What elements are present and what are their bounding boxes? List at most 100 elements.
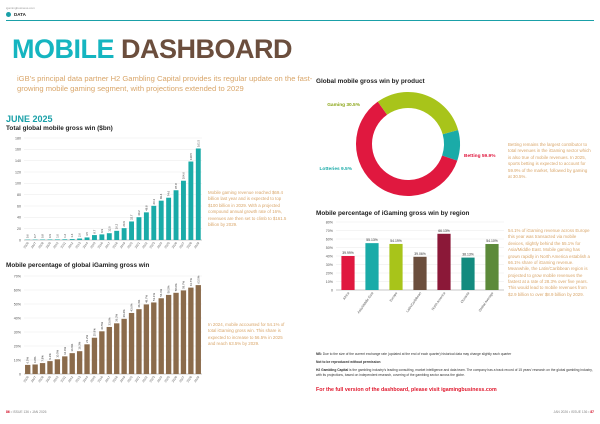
- chart2-title: Mobile percentage of global iGaming gros…: [6, 262, 150, 269]
- x-tick-label: 2008: [37, 241, 44, 249]
- y-tick-label: 50%: [14, 302, 22, 306]
- y-tick-label: 60: [17, 204, 21, 208]
- data-label: 16.3%: [78, 341, 82, 349]
- x-tick-label: 2019: [119, 241, 126, 249]
- bar: [166, 197, 172, 240]
- x-tick-label: 2023: [149, 241, 156, 249]
- data-label: 0.6: [26, 234, 30, 238]
- data-label: 49.7%: [144, 294, 148, 302]
- x-tick-label: 2017: [104, 241, 111, 249]
- bar: [188, 287, 194, 374]
- x-tick-label: 2028: [186, 375, 193, 383]
- y-tick-label: 30%: [326, 263, 334, 267]
- y-tick-label: 50%: [326, 246, 334, 250]
- bar: [47, 361, 53, 374]
- bar: [106, 233, 112, 240]
- bar: [39, 363, 46, 374]
- x-tick-label: 2015: [89, 375, 96, 383]
- bar: [485, 244, 499, 290]
- bar: [151, 205, 157, 240]
- bar: [114, 230, 120, 240]
- data-label: 66.13%: [438, 229, 450, 233]
- bar: [54, 239, 60, 240]
- x-tick-label: 2006: [22, 375, 29, 383]
- x-tick-label: 2013: [74, 375, 81, 383]
- x-tick-label: 2024: [156, 241, 163, 249]
- donut-note: Betting remains the largest contributor …: [508, 142, 591, 179]
- data-label: 87.8: [174, 183, 178, 189]
- x-tick-label: 2010: [52, 241, 59, 249]
- bar: [173, 190, 179, 240]
- data-label: 58.0%: [174, 283, 178, 291]
- data-label: 55.13%: [366, 238, 378, 242]
- x-tick-label: 2009: [45, 241, 52, 249]
- data-label: 40.2: [137, 210, 141, 216]
- data-label: 39.99%: [342, 251, 354, 255]
- slice-label: Lotteries 9.5%: [319, 166, 352, 172]
- x-tick-label: North America: [431, 291, 447, 311]
- bar: [76, 351, 83, 374]
- x-tick-label: 2026: [171, 375, 178, 383]
- data-label: 38.13%: [462, 253, 474, 257]
- header-divider: [6, 20, 594, 21]
- data-label: 63.5%: [196, 275, 200, 283]
- y-tick-label: 30%: [14, 330, 22, 334]
- x-tick-label: 2018: [111, 241, 118, 249]
- data-label: 138.5: [189, 153, 193, 160]
- bar: [69, 353, 75, 374]
- bar: [114, 323, 120, 374]
- x-tick-label: 2009: [45, 375, 52, 383]
- bar: [62, 356, 68, 374]
- section-label: DATA: [14, 12, 26, 17]
- footer-right-page: 87: [590, 410, 594, 414]
- data-label: 16.2: [115, 223, 119, 229]
- x-tick-label: Global Average: [478, 291, 495, 312]
- x-tick-label: Europe: [389, 291, 399, 302]
- x-tick-label: Africa: [342, 291, 350, 300]
- x-tick-label: 2008: [37, 375, 44, 383]
- data-label: 69.4: [159, 193, 163, 199]
- data-label: 9.9: [100, 229, 104, 233]
- footer-right: JAN 2026 • ISSUE 136 • 87: [554, 410, 594, 414]
- data-label: 8.7: [92, 229, 96, 233]
- x-tick-label: 2023: [149, 375, 156, 383]
- chart1-note: Mobile gaming revenue reached $69.4 bill…: [208, 190, 287, 227]
- bar: [99, 331, 105, 374]
- bar: [413, 256, 427, 290]
- gross-win-bar-chart: 0 20 40 60 80 100 120 140 160 180 0.6 2006 0.7 2007 0.…: [15, 136, 202, 249]
- bar: [195, 285, 201, 374]
- bar: [188, 161, 194, 240]
- bar: [129, 221, 134, 240]
- donut-slice: [377, 92, 459, 135]
- y-tick-label: 10%: [326, 280, 334, 284]
- y-tick-label: 60%: [14, 288, 22, 292]
- source-note-text: Due to the size of the current exchange …: [322, 352, 512, 356]
- bar: [84, 344, 90, 374]
- bar: [151, 302, 157, 374]
- bar: [128, 312, 135, 374]
- x-tick-label: 2021: [134, 375, 141, 383]
- x-tick-label: 2011: [60, 241, 67, 249]
- data-label: 39.4%: [122, 309, 126, 317]
- data-label: 32.7: [130, 214, 134, 220]
- region-note: 54.1% of iGaming revenue across Europe t…: [508, 228, 590, 297]
- x-tick-label: 2029: [193, 241, 200, 249]
- data-label: 10.5%: [55, 349, 59, 357]
- data-label: 0.7: [33, 234, 37, 238]
- region-chart-title: Mobile percentage of iGaming gross win b…: [316, 210, 470, 217]
- bar: [143, 212, 149, 240]
- x-tick-label: Latin/Caribbean: [405, 291, 422, 313]
- data-label: 54.10%: [486, 239, 498, 243]
- product-donut-chart: Betting 59.9% Lotteries 9.5% Gaming 30.5%: [319, 92, 496, 196]
- region-bar-chart: 0 10% 20% 30% 40% 50% 60% 70% 80% 39.99% Africa 55.…: [326, 220, 504, 314]
- mobile-share-bar-chart: 0 10% 20% 30% 40% 50% 60% 70% 6.5% 2006 6.8% 2007 7.…: [14, 274, 202, 383]
- bar: [365, 243, 379, 290]
- data-label: 1.6: [70, 233, 74, 237]
- data-label: 104.6: [181, 172, 185, 179]
- data-label: 4.5: [85, 232, 89, 236]
- y-tick-label: 40: [17, 216, 21, 220]
- data-label: 2.6: [78, 233, 82, 237]
- dashboard-link[interactable]: For the full version of the dashboard, p…: [316, 387, 497, 393]
- data-label: 54.19%: [390, 239, 402, 243]
- data-label: 56.5%: [167, 285, 171, 293]
